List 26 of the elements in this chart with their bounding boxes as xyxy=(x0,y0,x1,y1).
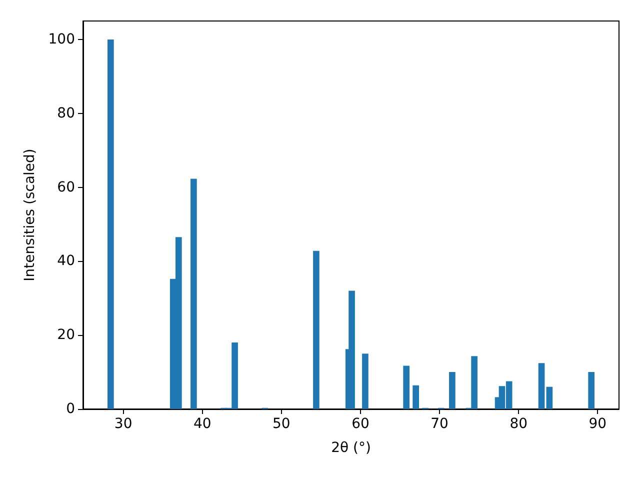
bar xyxy=(362,354,368,409)
y-tick-label: 100 xyxy=(48,31,75,48)
bar xyxy=(313,250,320,409)
y-tick-label: 80 xyxy=(57,105,75,122)
bar xyxy=(546,386,553,409)
y-tick-label: 40 xyxy=(57,253,75,270)
y-tick-label: 20 xyxy=(57,327,75,344)
bar xyxy=(449,372,456,409)
bar xyxy=(588,372,594,409)
y-tick-label: 60 xyxy=(57,179,75,196)
y-tick-label: 0 xyxy=(66,401,75,417)
x-tick-label: 50 xyxy=(272,416,290,432)
y-axis-title: Intensities (scaled) xyxy=(22,148,38,282)
x-axis-title: 2θ (°) xyxy=(331,440,371,456)
bar xyxy=(412,385,419,409)
bar xyxy=(190,178,197,409)
x-tick-label: 60 xyxy=(352,416,370,432)
x-tick-label: 70 xyxy=(430,416,448,432)
x-tick-label: 80 xyxy=(510,416,528,432)
x-tick-label: 30 xyxy=(114,416,132,432)
x-tick-label: 90 xyxy=(588,416,607,432)
x-tick-label: 40 xyxy=(193,416,212,432)
bar xyxy=(538,363,545,409)
bar xyxy=(348,290,355,409)
bar xyxy=(403,366,410,409)
bar xyxy=(108,39,114,409)
